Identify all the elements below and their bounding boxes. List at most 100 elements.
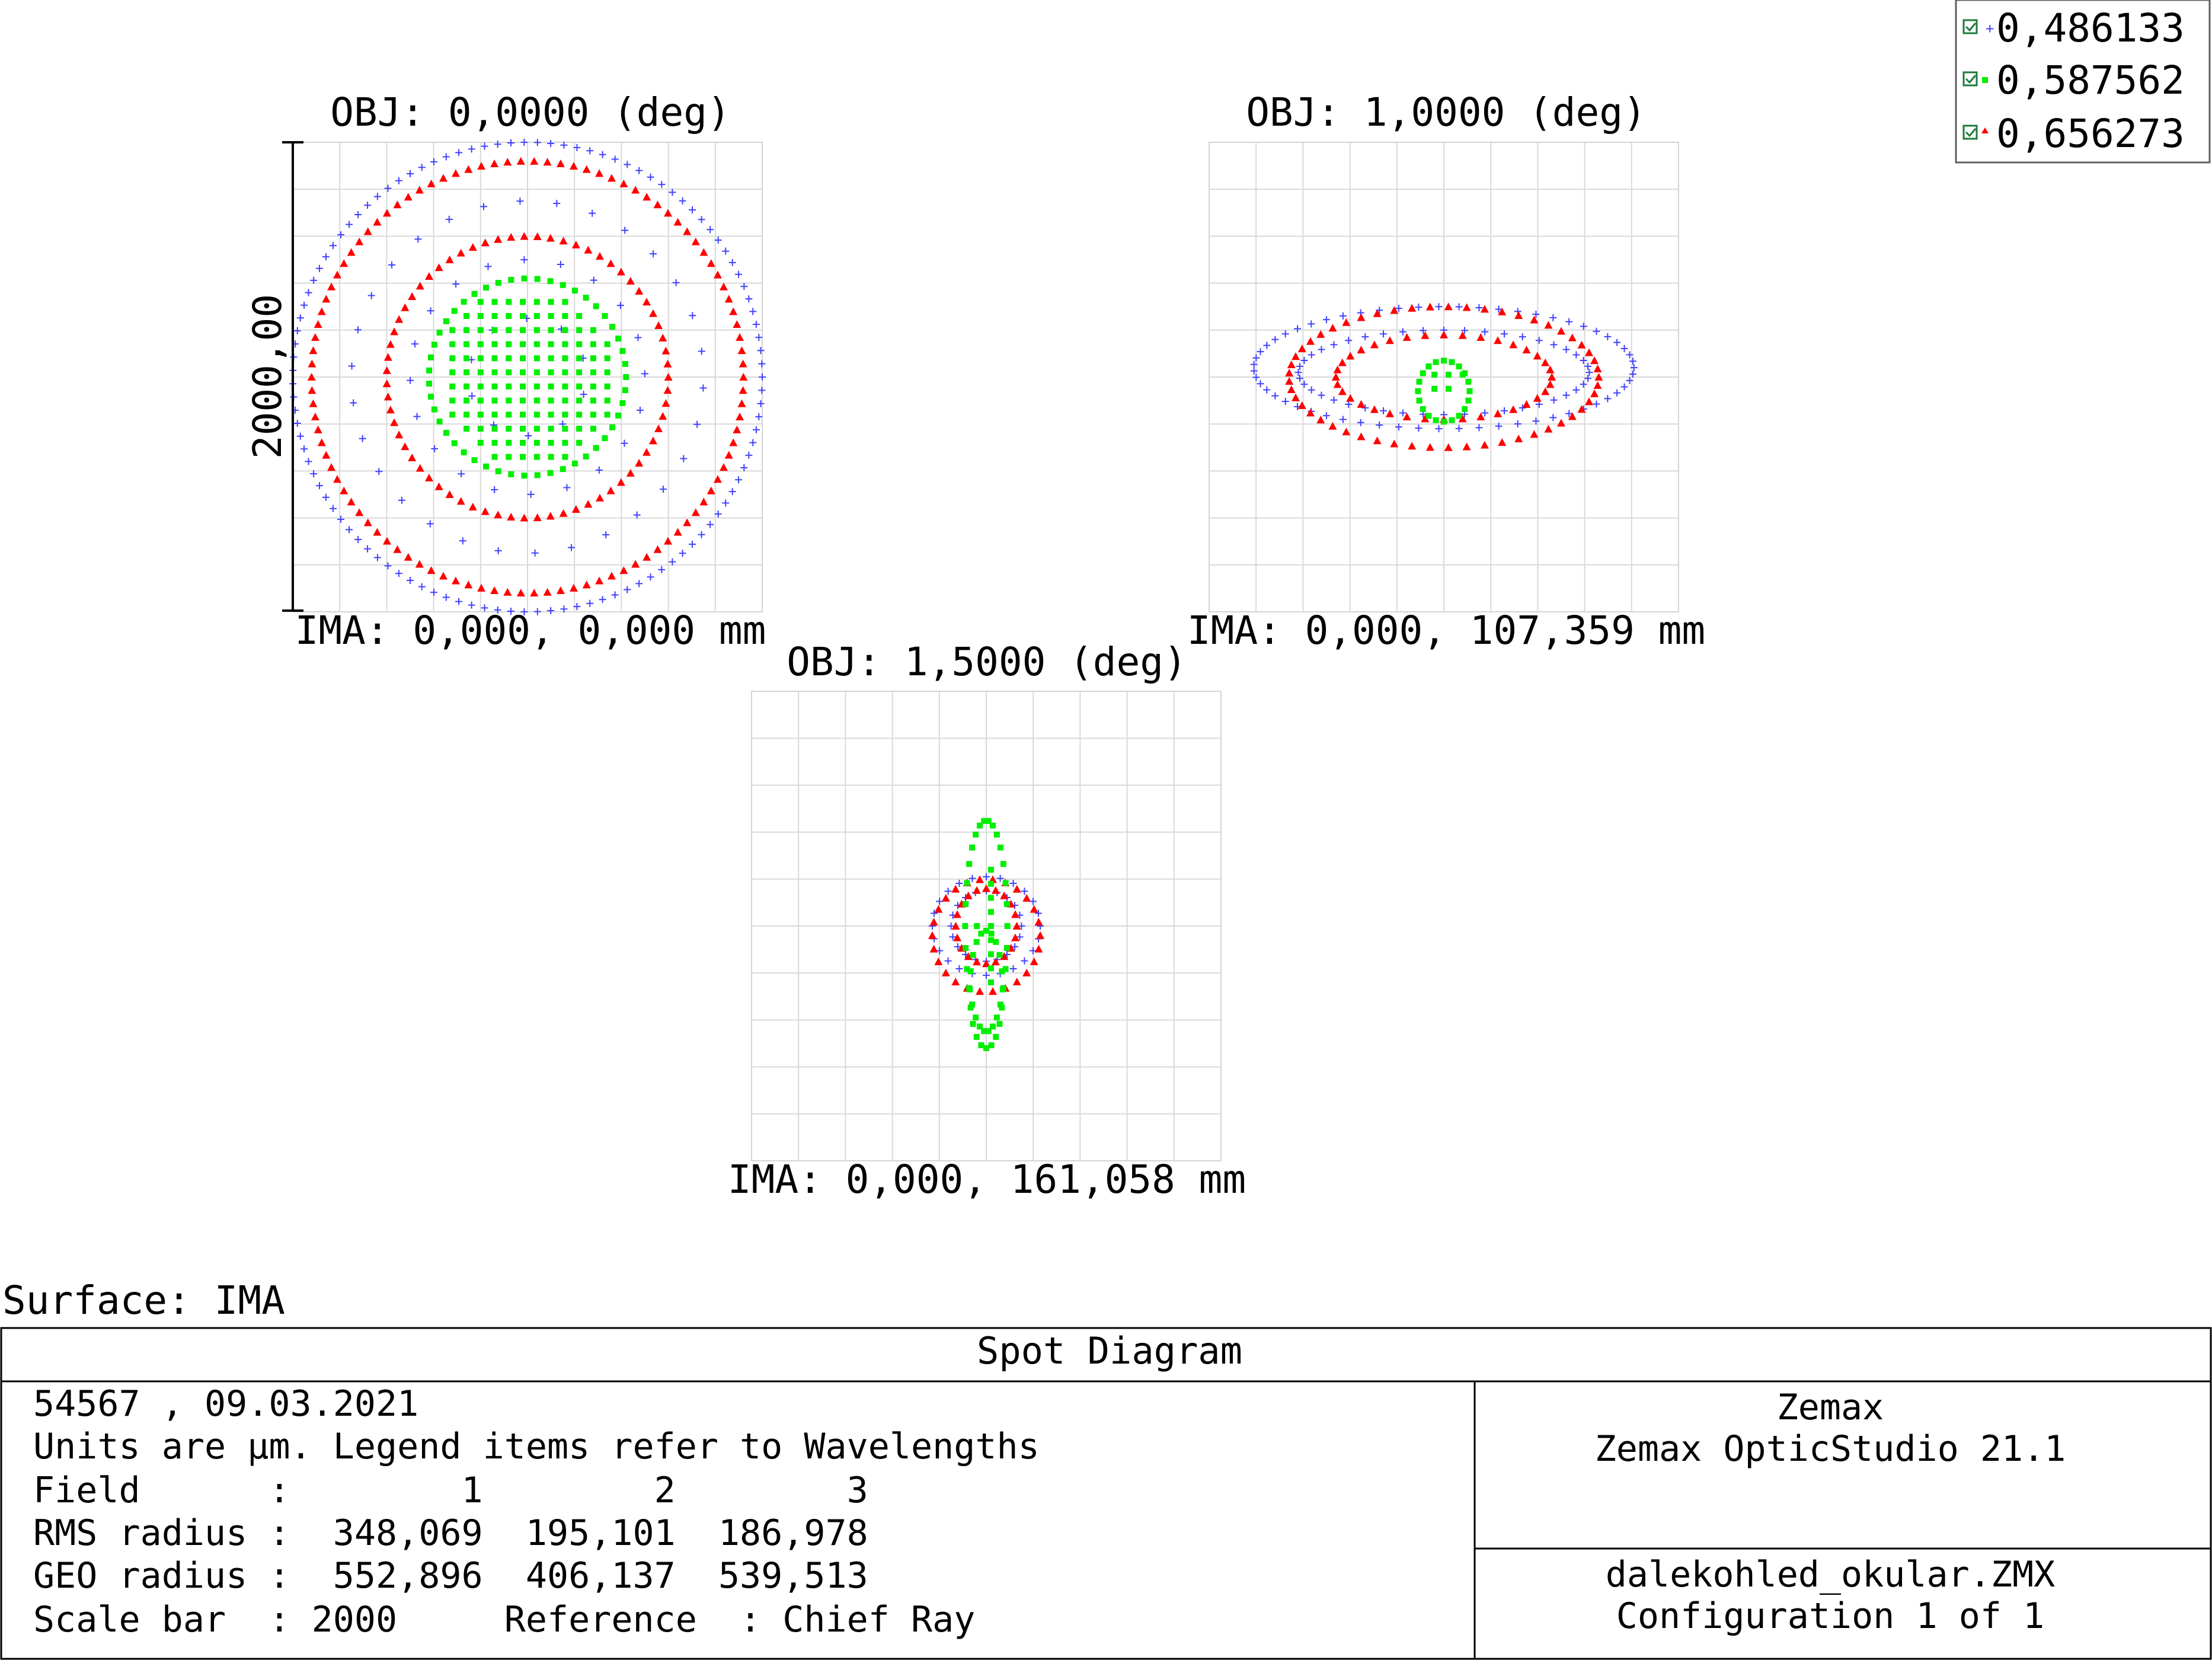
spot-square-marker — [576, 439, 583, 446]
spot-triangle-marker — [635, 286, 644, 295]
spot-triangle-marker — [559, 509, 568, 517]
spot-triangle-marker — [1402, 412, 1411, 420]
spot-triangle-marker — [1585, 348, 1594, 356]
spot-triangle-marker — [1494, 336, 1503, 344]
spot-square-marker — [1431, 385, 1438, 392]
spot-square-marker — [491, 355, 498, 362]
spot-plus-marker — [305, 458, 312, 465]
spot-square-marker — [548, 411, 554, 418]
spot-triangle-marker — [427, 566, 436, 574]
spot-plus-marker — [1420, 327, 1427, 334]
spot-square-marker — [602, 435, 608, 442]
spot-triangle-marker — [619, 179, 628, 187]
spot-square-marker — [966, 861, 973, 867]
spot-plus-marker — [1629, 357, 1636, 365]
spot-triangle-marker — [582, 580, 591, 589]
scale-bar-label: 2000,00 — [245, 294, 290, 459]
spot-plus-marker — [669, 558, 676, 566]
legend-label: 0,587562 — [1996, 58, 2185, 103]
spot-plus-marker — [1257, 348, 1264, 356]
spot-square-marker — [443, 318, 449, 324]
spot-triangle-marker — [390, 418, 399, 426]
spot-triangle-marker — [516, 589, 525, 597]
spot-square-marker — [604, 369, 610, 376]
spot-square-marker — [973, 938, 980, 945]
spot-square-marker — [970, 1021, 976, 1027]
spot-plus-marker — [1263, 341, 1271, 349]
spot-triangle-marker — [569, 162, 578, 170]
spot-triangle-marker — [415, 560, 424, 568]
spot-plus-marker — [426, 520, 434, 528]
spot-plus-marker — [650, 250, 657, 258]
spot-plus-marker — [364, 202, 372, 209]
spot-triangle-marker — [363, 518, 372, 526]
spot-plus-marker — [1361, 333, 1369, 341]
spot-plus-marker — [1584, 362, 1592, 370]
spot-plus-marker — [445, 216, 453, 224]
spot-square-marker — [973, 831, 979, 838]
spot-triangle-marker — [327, 282, 336, 290]
spot-triangle-marker — [733, 320, 741, 328]
spot-square-marker — [1425, 413, 1432, 419]
spot-plus-marker — [480, 203, 487, 210]
spot-triangle-marker — [724, 451, 733, 459]
spot-plus-marker — [1455, 303, 1463, 311]
spot-plus-marker — [955, 965, 963, 973]
spot-plus-marker — [430, 589, 438, 596]
spot-triangle-marker — [1556, 327, 1565, 335]
spot-square-marker — [999, 968, 1005, 975]
spot-plus-marker — [481, 142, 488, 150]
legend-label: 0,656273 — [1996, 111, 2185, 157]
spot-plus-marker — [1435, 425, 1443, 433]
spot-triangle-marker — [595, 169, 604, 177]
spot-square-marker — [506, 397, 512, 404]
spot-triangle-marker — [1541, 387, 1550, 395]
spot-plus-marker — [1009, 965, 1017, 973]
spot-square-marker — [571, 288, 578, 294]
spot-square-marker — [548, 426, 554, 432]
spot-plus-marker — [1308, 351, 1315, 359]
legend-entry: + 0,486133 — [1962, 5, 2185, 51]
software-version: Zemax OpticStudio 21.1 — [1595, 1428, 2066, 1470]
spot-plus-marker — [641, 370, 648, 378]
spot-triangle-marker — [1577, 405, 1586, 413]
spot-square-marker — [562, 299, 568, 305]
spot-triangle-marker — [648, 309, 657, 317]
spot-square-marker — [969, 844, 976, 851]
spot-plus-marker — [367, 292, 375, 299]
spot-square-marker — [477, 299, 484, 305]
spot-triangle-marker — [973, 957, 982, 966]
spot-plus-marker — [573, 603, 581, 611]
spot-square-marker — [506, 426, 512, 432]
spot-square-marker — [976, 822, 983, 829]
spot-plus-marker — [669, 189, 676, 196]
spot-square-marker — [1449, 359, 1455, 365]
spot-triangle-marker — [953, 910, 962, 918]
spot-triangle-marker — [988, 987, 997, 995]
spot-plus-marker — [635, 580, 643, 588]
spot-triangle-marker — [415, 282, 424, 290]
spot-plus-marker — [1322, 412, 1330, 420]
spot-triangle-marker — [464, 165, 473, 173]
spot-triangle-marker — [1034, 918, 1043, 926]
spot-triangle-marker — [1390, 306, 1399, 314]
spot-square-marker — [999, 986, 1006, 992]
spot-plus-marker — [658, 181, 666, 189]
spot-square-marker — [1431, 372, 1438, 378]
spot-square-marker — [428, 354, 434, 360]
spot-plus-marker — [1514, 420, 1521, 428]
spot-square-marker — [533, 299, 540, 305]
spot-plus-marker — [1318, 391, 1325, 399]
spot-triangle-marker — [1285, 368, 1294, 376]
spot-triangle-marker — [719, 463, 728, 471]
spot-plus-marker — [647, 573, 654, 581]
spot-square-marker — [987, 965, 994, 972]
spot-triangle-marker — [663, 386, 672, 394]
spot-plus-marker — [395, 177, 402, 184]
spot-plus-marker — [301, 445, 308, 453]
spot-triangle-marker — [626, 468, 635, 477]
legend-label: 0,486133 — [1996, 5, 2185, 51]
spot-square-marker — [593, 303, 599, 309]
spot-plus-marker — [1604, 395, 1612, 403]
spot-square-marker — [506, 341, 512, 347]
